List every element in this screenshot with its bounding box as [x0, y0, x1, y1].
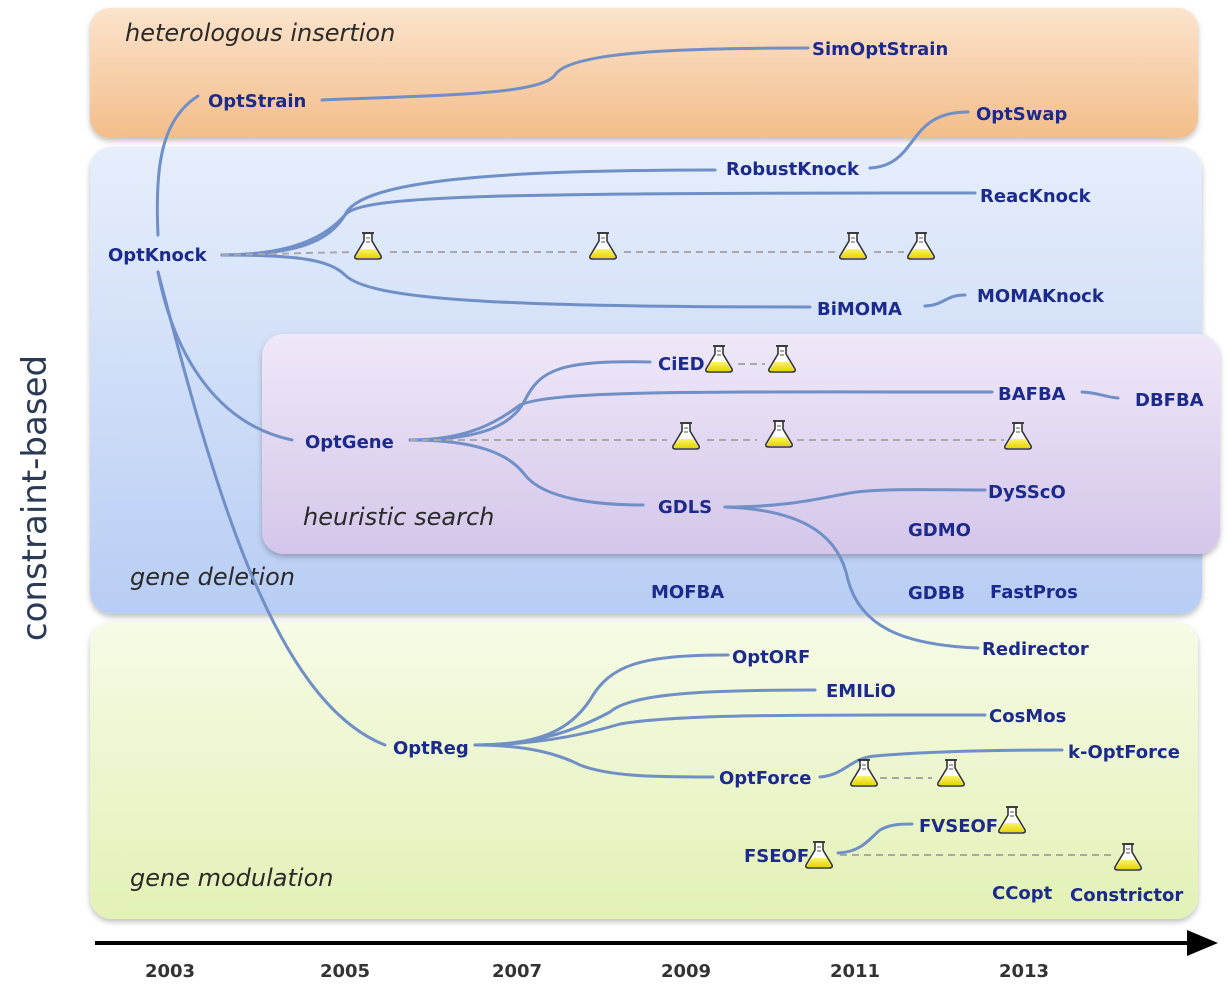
method-fastpros: FastPros — [990, 582, 1078, 603]
arrow-right-icon — [1187, 930, 1218, 956]
year-label: 2011 — [830, 961, 880, 982]
method-bafba: BAFBA — [998, 384, 1066, 405]
year-label: 2007 — [492, 961, 542, 982]
method-dyssco: DySScO — [988, 482, 1066, 503]
method-gdls: GDLS — [658, 497, 712, 518]
method-optknock: OptKnock — [108, 245, 208, 266]
year-labels: 2003 2005 2007 2009 2011 2013 — [145, 961, 1049, 982]
method-simoptstrain: SimOptStrain — [812, 39, 948, 60]
year-label: 2005 — [320, 961, 370, 982]
method-ccopt: CCopt — [992, 883, 1053, 904]
region-label-modulation: gene modulation — [130, 864, 333, 892]
method-fvseof: FVSEOF — [919, 816, 998, 837]
method-koptforce: k-OptForce — [1068, 742, 1180, 763]
region-label-deletion: gene deletion — [130, 563, 295, 591]
method-optorf: OptORF — [732, 647, 810, 668]
method-bimoma: BiMOMA — [817, 299, 902, 320]
method-dbfba: DBFBA — [1135, 390, 1204, 411]
method-cosmos: CosMos — [989, 706, 1066, 727]
method-robustknock: RobustKnock — [726, 159, 860, 180]
method-mofba: MOFBA — [651, 582, 724, 603]
method-cied: CiED — [658, 354, 705, 375]
year-label: 2013 — [999, 961, 1049, 982]
method-optgene: OptGene — [305, 432, 394, 453]
region-label-heuristic: heuristic search — [303, 503, 494, 531]
side-label: constraint-based — [15, 355, 55, 641]
method-emilio: EMILiO — [826, 681, 896, 702]
method-optreg: OptReg — [393, 738, 469, 759]
method-constrictor: Constrictor — [1070, 885, 1183, 906]
method-optforce: OptForce — [719, 768, 811, 789]
method-gdbb: GDBB — [908, 583, 965, 604]
method-optswap: OptSwap — [976, 104, 1068, 125]
year-label: 2009 — [661, 961, 711, 982]
method-momaknock: MOMAKnock — [977, 286, 1105, 307]
region-label-heterologous: heterologous insertion — [125, 19, 395, 47]
method-redirector: Redirector — [982, 639, 1089, 660]
method-gdmo: GDMO — [908, 520, 971, 541]
year-label: 2003 — [145, 961, 195, 982]
method-fseof: FSEOF — [744, 846, 809, 867]
method-optstrain: OptStrain — [208, 91, 306, 112]
method-reacknock: ReacKnock — [980, 186, 1092, 207]
